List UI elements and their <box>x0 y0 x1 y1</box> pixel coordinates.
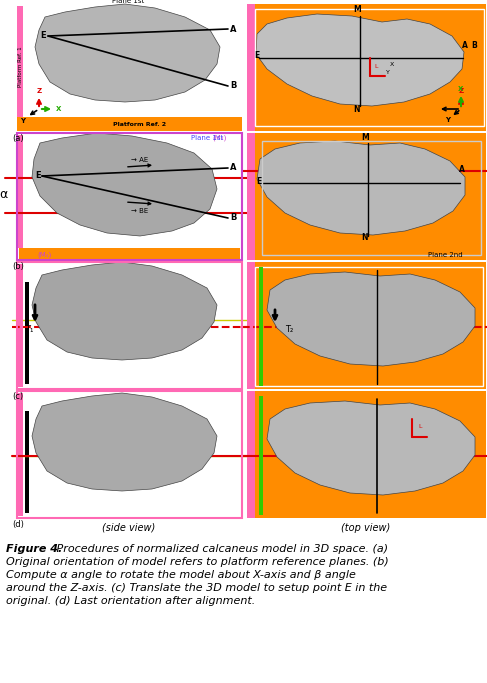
Bar <box>17 4 242 131</box>
Text: Y: Y <box>446 117 450 123</box>
Bar <box>247 262 255 389</box>
Text: T₁: T₁ <box>25 326 33 335</box>
Text: Compute α angle to rotate the model about X-axis and β angle: Compute α angle to rotate the model abou… <box>6 570 356 580</box>
Bar <box>17 391 242 518</box>
Text: N: N <box>362 234 368 242</box>
Polygon shape <box>256 14 464 106</box>
Bar <box>247 133 486 260</box>
Bar <box>17 391 242 518</box>
Text: E: E <box>254 51 260 61</box>
Polygon shape <box>32 393 217 491</box>
Text: (c): (c) <box>12 391 23 400</box>
Text: Original orientation of model refers to platform reference planes. (b): Original orientation of model refers to … <box>6 557 389 567</box>
Text: Z: Z <box>37 88 41 94</box>
Text: X: X <box>56 106 62 112</box>
Text: E: E <box>35 171 41 180</box>
Text: E: E <box>40 31 46 40</box>
Bar <box>247 262 486 389</box>
Bar <box>259 396 263 515</box>
Text: (side view): (side view) <box>102 523 156 533</box>
Bar <box>25 411 29 513</box>
Text: original. (d) Last orientation after alignment.: original. (d) Last orientation after ali… <box>6 596 255 606</box>
Text: (top view): (top view) <box>341 523 391 533</box>
Bar <box>17 135 23 248</box>
Text: L: L <box>374 64 378 68</box>
Bar <box>247 391 255 518</box>
Polygon shape <box>32 133 217 236</box>
Bar <box>255 9 484 126</box>
Text: Platform Ref. 2: Platform Ref. 2 <box>113 122 167 126</box>
Text: A: A <box>230 163 236 173</box>
Bar <box>255 267 483 386</box>
Bar <box>17 262 242 389</box>
Text: Plane 2nd: Plane 2nd <box>428 252 463 258</box>
Text: A: A <box>459 165 465 173</box>
Text: (M₂): (M₂) <box>213 135 227 141</box>
Polygon shape <box>267 272 475 366</box>
Text: T₂: T₂ <box>285 324 293 333</box>
Text: Z: Z <box>458 88 464 94</box>
Bar <box>247 133 255 260</box>
Text: → AE: → AE <box>131 157 149 163</box>
Text: Y: Y <box>386 70 390 74</box>
Polygon shape <box>32 262 217 360</box>
Text: → BE: → BE <box>131 208 149 214</box>
Bar <box>17 6 23 117</box>
Text: A: A <box>230 25 236 33</box>
Text: M: M <box>353 5 361 14</box>
Text: Procedures of normalized calcaneus model in 3D space. (a): Procedures of normalized calcaneus model… <box>53 544 388 554</box>
Text: M: M <box>361 133 369 143</box>
Bar <box>25 282 29 384</box>
Text: (M₁): (M₁) <box>37 252 51 258</box>
Text: (b): (b) <box>12 262 24 272</box>
Bar <box>247 391 486 518</box>
Bar <box>247 4 486 131</box>
Bar <box>259 267 263 386</box>
Text: B: B <box>230 214 236 223</box>
Text: N: N <box>354 104 360 113</box>
Bar <box>19 248 240 260</box>
Polygon shape <box>257 141 465 235</box>
Bar <box>262 141 481 255</box>
Text: L: L <box>418 425 422 430</box>
Text: around the Z-axis. (c) Translate the 3D model to setup point E in the: around the Z-axis. (c) Translate the 3D … <box>6 583 387 593</box>
Bar <box>17 117 242 131</box>
Text: Plane 1st: Plane 1st <box>112 0 144 4</box>
Text: E: E <box>256 176 262 186</box>
Text: Platform Ref. 1: Platform Ref. 1 <box>18 46 22 87</box>
Text: B: B <box>471 42 477 51</box>
Text: A: A <box>462 42 468 51</box>
Bar <box>247 4 255 131</box>
Polygon shape <box>267 401 475 495</box>
Text: α: α <box>0 189 7 201</box>
Bar <box>17 133 242 260</box>
Text: X: X <box>390 61 394 66</box>
Bar <box>17 264 23 387</box>
Text: (a): (a) <box>12 133 24 143</box>
Bar <box>17 133 242 260</box>
Text: Y: Y <box>20 118 25 124</box>
Bar <box>17 393 23 516</box>
Text: (d): (d) <box>12 520 24 529</box>
Text: Plane 1st: Plane 1st <box>191 135 223 141</box>
Text: Figure 4.: Figure 4. <box>6 544 62 554</box>
Text: X: X <box>458 86 464 92</box>
Bar <box>17 262 242 389</box>
Polygon shape <box>35 4 220 102</box>
Text: B: B <box>230 81 236 91</box>
